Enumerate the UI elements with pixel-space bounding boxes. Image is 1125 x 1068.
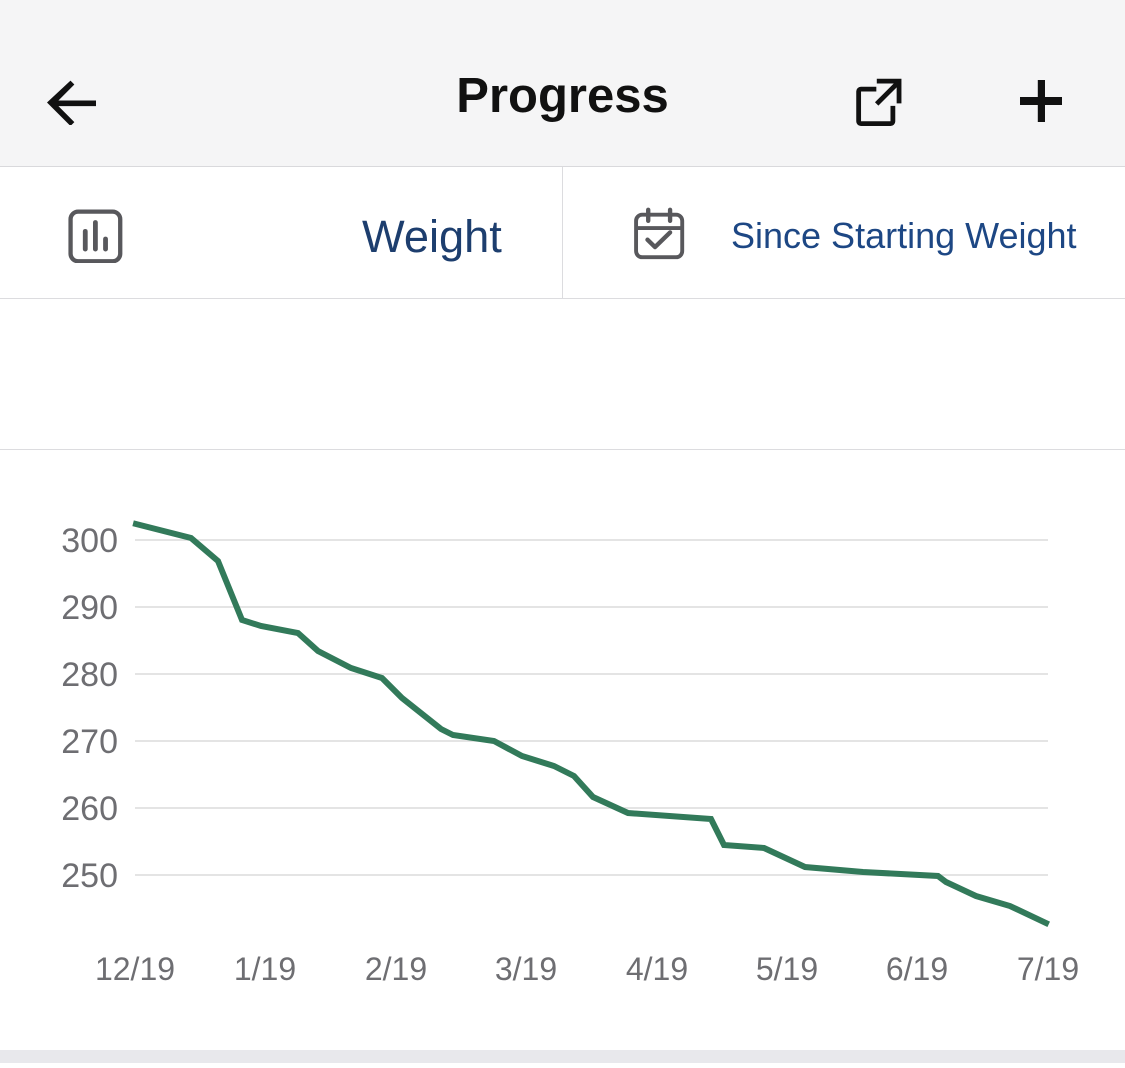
svg-text:260: 260 [61,790,118,828]
svg-text:12/19: 12/19 [95,951,175,987]
svg-text:2/19: 2/19 [365,951,427,987]
svg-text:4/19: 4/19 [626,951,688,987]
svg-text:270: 270 [61,723,118,761]
svg-text:3/19: 3/19 [495,951,557,987]
svg-text:7/19: 7/19 [1017,951,1079,987]
svg-text:290: 290 [61,589,118,627]
svg-text:280: 280 [61,656,118,694]
svg-text:250: 250 [61,857,118,895]
svg-text:1/19: 1/19 [234,951,296,987]
svg-text:5/19: 5/19 [756,951,818,987]
svg-text:6/19: 6/19 [886,951,948,987]
svg-text:300: 300 [61,522,118,560]
